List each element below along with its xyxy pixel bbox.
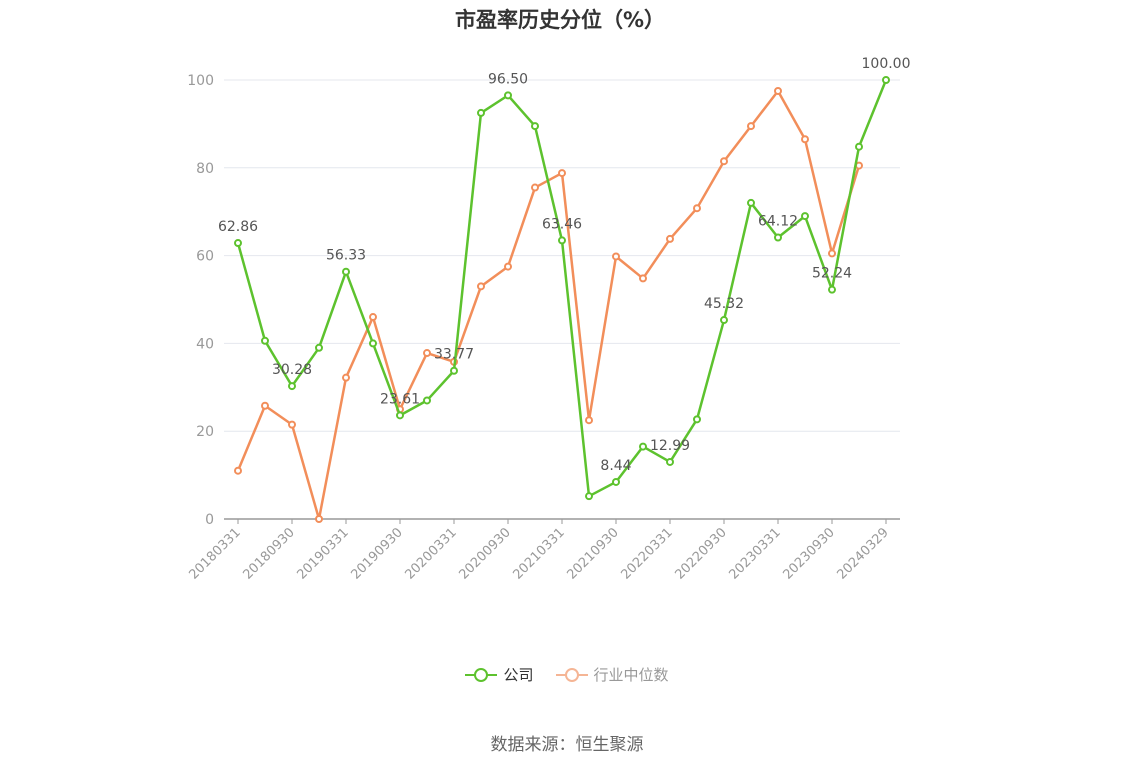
y-tick-label: 80: [196, 161, 214, 177]
data-point-company: [585, 492, 593, 501]
data-point-industry: [801, 135, 809, 144]
data-source: 数据来源：恒生聚源: [490, 735, 644, 755]
data-point-industry: [666, 234, 674, 243]
x-tick-label: 20230331: [726, 525, 783, 582]
x-tick-label: 20230930: [780, 525, 837, 582]
data-point-company: [342, 267, 350, 276]
data-point-industry: [612, 252, 620, 261]
chart-title: 市盈率历史分位（%）: [454, 8, 666, 32]
x-tick-label: 20240329: [834, 525, 891, 582]
data-point-industry: [315, 515, 323, 523]
x-tick-label: 20190331: [294, 525, 351, 582]
data-point-industry: [531, 183, 539, 192]
data-label: 52.24: [812, 266, 852, 282]
legend-company-swatch: [465, 667, 498, 683]
x-tick-label: 20220331: [618, 525, 675, 582]
data-point-industry: [747, 122, 755, 131]
legend-industry-swatch: [555, 667, 588, 683]
data-label: 100.00: [862, 56, 911, 72]
data-label: 33.77: [434, 347, 474, 363]
data-point-company: [450, 366, 458, 375]
data-point-company: [315, 343, 323, 352]
x-tick-label: 20190930: [348, 525, 405, 582]
data-point-company: [720, 316, 728, 325]
x-tick-label: 20180331: [186, 525, 243, 582]
data-point-industry: [423, 349, 431, 358]
data-point-industry: [828, 249, 836, 258]
x-tick-label: 20200930: [456, 525, 513, 582]
y-tick-label: 60: [196, 249, 214, 265]
data-point-company: [423, 396, 431, 405]
data-point-company: [693, 415, 701, 424]
data-point-company: [855, 142, 863, 151]
data-point-industry: [261, 401, 269, 410]
legend-item-industry[interactable]: 行业中位数: [555, 664, 669, 685]
data-point-company: [639, 442, 647, 451]
data-label: 12.99: [650, 438, 690, 454]
data-point-industry: [558, 169, 566, 178]
data-point-industry: [639, 274, 647, 283]
data-point-company: [369, 339, 377, 348]
data-point-company: [477, 108, 485, 117]
data-label: 45.32: [704, 296, 744, 312]
data-point-industry: [477, 282, 485, 291]
data-point-company: [828, 285, 836, 294]
data-point-industry: [369, 313, 377, 322]
data-point-industry: [288, 420, 296, 429]
data-point-industry: [504, 262, 512, 271]
data-point-industry: [693, 204, 701, 213]
data-point-company: [531, 122, 539, 131]
data-point-company: [288, 382, 296, 391]
data-point-company: [774, 233, 782, 242]
data-point-industry: [585, 416, 593, 425]
x-tick-label: 20180930: [240, 525, 297, 582]
y-tick-label: 20: [196, 424, 214, 440]
data-point-company: [234, 239, 242, 248]
legend: 公司 行业中位数: [0, 664, 1134, 685]
data-point-company: [261, 336, 269, 345]
x-tick-label: 20210930: [564, 525, 621, 582]
data-label: 56.33: [326, 248, 366, 264]
y-tick-label: 40: [196, 336, 214, 352]
data-point-industry: [774, 86, 782, 95]
data-label: 96.50: [488, 71, 528, 87]
line-chart: 0 20 40 60 80 100 2018033120180930201903312019…: [186, 56, 911, 583]
data-point-company: [558, 236, 566, 245]
legend-company-label: 公司: [503, 666, 534, 684]
data-point-industry: [234, 466, 242, 475]
data-point-company: [882, 76, 890, 84]
data-point-industry: [720, 157, 728, 166]
legend-industry-label: 行业中位数: [593, 666, 669, 684]
series-line-industry: [236, 89, 861, 521]
data-point-company: [396, 411, 404, 420]
data-point-industry: [342, 373, 350, 382]
data-label: 8.44: [600, 458, 631, 474]
data-point-company: [747, 198, 755, 207]
data-label: 62.86: [218, 219, 258, 235]
data-label: 63.46: [542, 216, 582, 232]
data-label: 30.28: [272, 362, 312, 378]
legend-item-company[interactable]: 公司: [465, 664, 534, 685]
x-tick-label: 20200331: [402, 525, 459, 582]
x-tick-label: 20210331: [510, 525, 567, 582]
x-tick-label: 20220930: [672, 525, 729, 582]
data-point-company: [612, 477, 620, 486]
data-point-company: [801, 212, 809, 221]
y-tick-label: 0: [205, 512, 214, 528]
data-point-company: [504, 91, 512, 100]
data-label: 64.12: [758, 214, 798, 230]
y-tick-label: 100: [187, 73, 214, 89]
data-point-company: [666, 457, 674, 466]
data-label: 23.61: [380, 391, 420, 407]
